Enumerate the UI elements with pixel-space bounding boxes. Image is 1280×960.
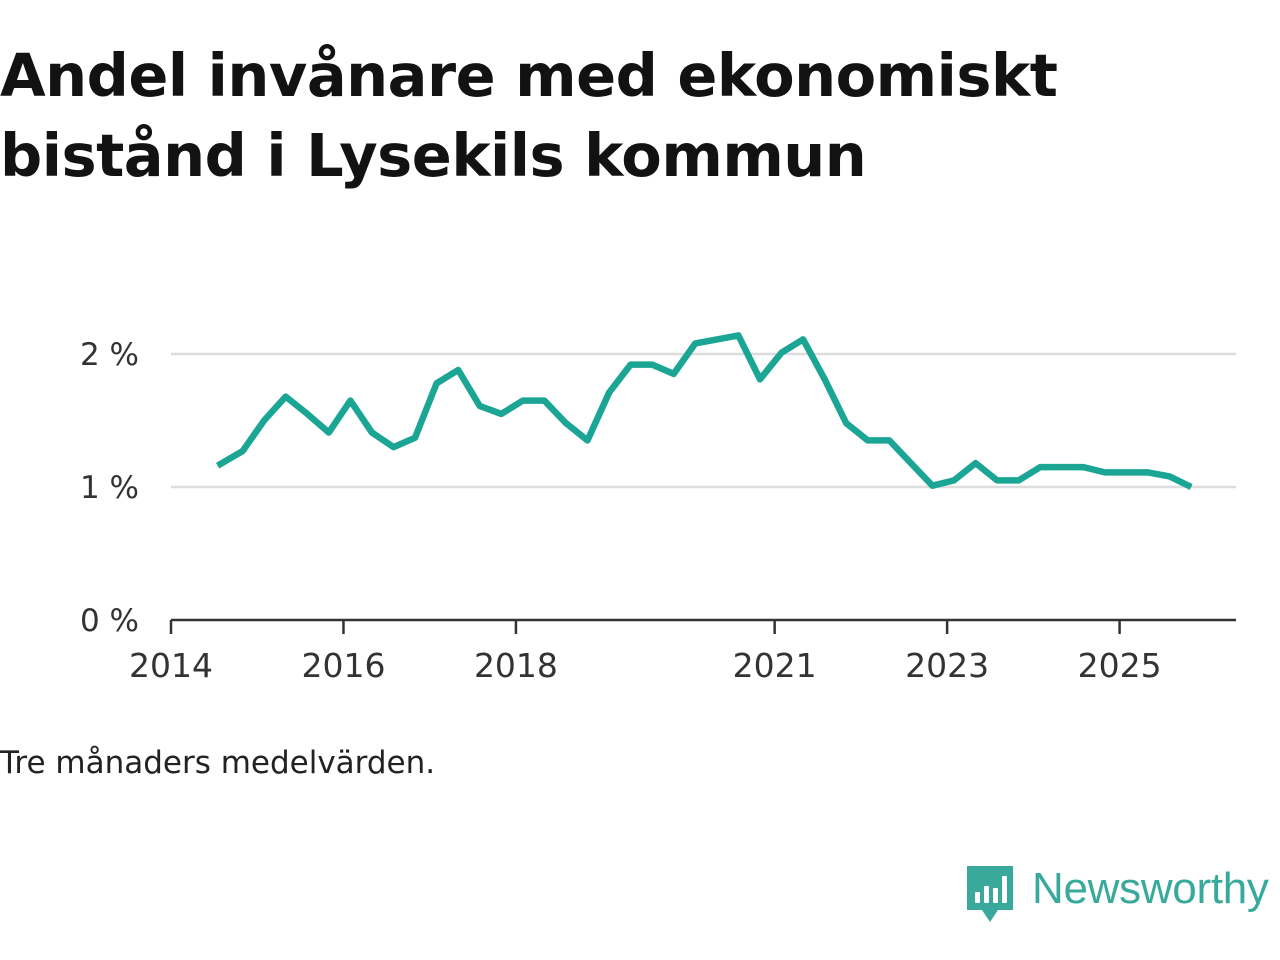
x-tick-label: 2016: [301, 646, 385, 685]
series-line: [215, 332, 1193, 490]
newsworthy-logo[interactable]: Newsworthy: [964, 864, 1269, 928]
chart-title-line-1: Andel invånare med ekonomiskt: [0, 41, 1058, 110]
chart-title: Andel invånare med ekonomiskt bistånd i …: [0, 36, 1240, 196]
brand-name: Newsworthy: [1032, 864, 1269, 913]
y-tick-label: 2 %: [80, 337, 139, 373]
x-tick-label: 2023: [905, 646, 989, 685]
y-tick-label: 0 %: [80, 603, 139, 639]
x-tick-label: 2021: [733, 646, 817, 685]
x-tick-label: 2014: [129, 646, 213, 685]
line-chart: 0 % 1 % 2 % 2014 2016 2018 2021 2023 2025: [80, 332, 1236, 685]
x-tick-label: 2025: [1078, 646, 1162, 685]
x-tick-label: 2018: [474, 646, 558, 685]
newsworthy-logo-icon: [967, 866, 1013, 922]
chart-caption: Tre månaders medelvärden.: [0, 745, 436, 781]
y-tick-label: 1 %: [80, 470, 139, 506]
chart-title-line-2: bistånd i Lysekils kommun: [0, 121, 867, 190]
